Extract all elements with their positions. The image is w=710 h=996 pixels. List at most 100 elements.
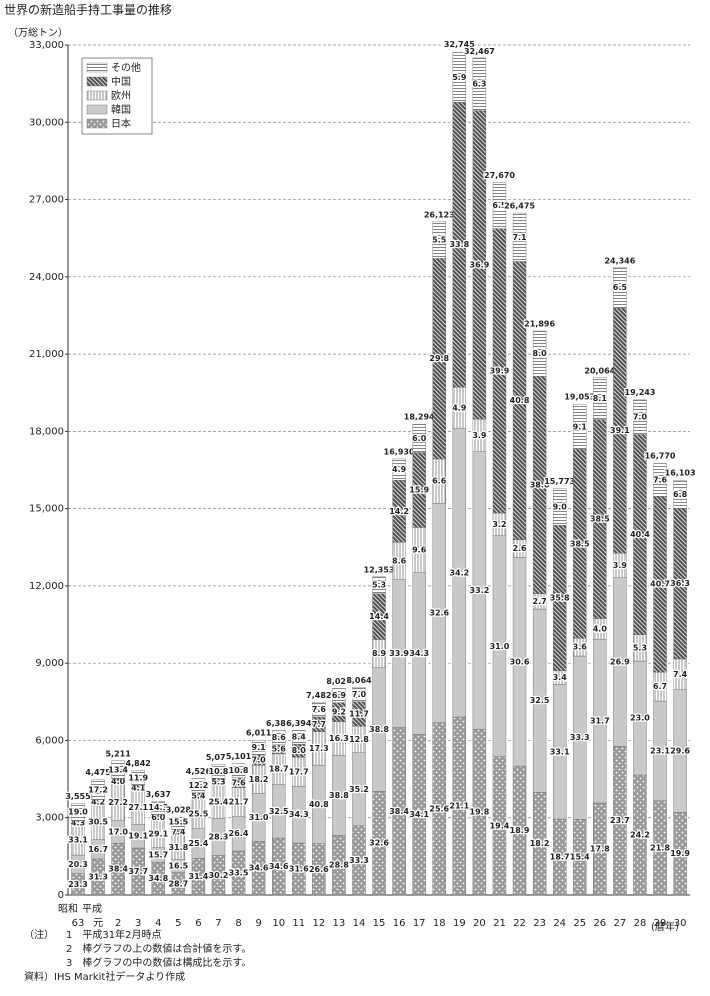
data-label: 7.7	[312, 720, 326, 729]
note: 1 平成31年2月時点	[66, 928, 161, 941]
data-label: 16.3	[329, 734, 349, 743]
data-label: 6.7	[653, 682, 667, 691]
data-label: 8.0	[533, 349, 548, 358]
data-label: 21.7	[229, 798, 249, 807]
x-tick-label: 元	[93, 918, 103, 929]
source: 資料）IHS Markit社データより作成	[24, 970, 185, 983]
bar-segment	[573, 404, 587, 450]
data-label: 5.6	[272, 745, 287, 754]
data-label: 6.3	[472, 80, 486, 89]
bar-segment	[352, 687, 366, 703]
data-label: 35.8	[550, 594, 570, 603]
bar-segment	[211, 764, 226, 779]
data-label: 3.9	[472, 431, 487, 440]
data-label: 18.2	[249, 775, 269, 784]
data-label: 39.1	[610, 426, 630, 435]
data-label: 9.6	[412, 546, 427, 555]
data-label: 38.4	[108, 865, 128, 874]
data-label: 5.4	[191, 791, 206, 800]
data-label: 21.1	[449, 802, 469, 811]
data-label: 3.4	[553, 673, 568, 682]
y-axis-label: （万総トン）	[8, 26, 68, 39]
data-label: 33.1	[550, 747, 570, 756]
x-tick-label: 23	[533, 918, 546, 929]
legend-swatch	[86, 62, 108, 73]
y-tick-label: 33,000	[29, 40, 64, 51]
x-tick-label: 4	[155, 918, 161, 929]
total-label: 6,394	[286, 719, 312, 728]
x-tick-label: 13	[333, 918, 346, 929]
data-label: 32.5	[530, 696, 550, 705]
data-label: 4.3	[71, 818, 85, 827]
data-label: 28.7	[168, 879, 188, 888]
data-label: 31.0	[490, 642, 510, 651]
data-label: 19.0	[68, 808, 88, 817]
data-label: 18.7	[550, 853, 570, 862]
data-label: 33.9	[389, 649, 409, 658]
data-label: 6.5	[613, 283, 628, 292]
total-label: 16,930	[384, 447, 415, 456]
bar-segment	[492, 182, 507, 229]
x-tick-label: 7	[215, 918, 221, 929]
data-label: 7.1	[512, 233, 527, 242]
x-tick-label: 10	[272, 918, 285, 929]
data-label: 6.6	[432, 477, 447, 486]
data-label: 4.9	[452, 403, 467, 412]
data-label: 38.4	[389, 807, 409, 816]
data-label: 18.9	[510, 826, 530, 835]
data-label: 10.8	[209, 767, 229, 776]
data-label: 3.9	[613, 561, 628, 570]
data-label: 34.6	[249, 864, 269, 873]
data-label: 9.1	[573, 423, 588, 432]
data-label: 7.6	[312, 705, 327, 714]
data-label: 34.2	[449, 568, 469, 577]
data-label: 34.6	[269, 862, 289, 871]
data-label: 7.0	[252, 755, 267, 764]
data-label: 33.3	[349, 856, 369, 865]
data-label: 29.6	[670, 747, 690, 756]
data-label: 3.6	[573, 643, 588, 652]
data-label: 21.8	[650, 843, 670, 852]
data-label: 38.5	[590, 515, 610, 524]
data-label: 9.0	[553, 503, 568, 512]
note: 3 棒グラフの中の数値は構成比を示す。	[66, 956, 251, 969]
data-label: 8.4	[292, 733, 307, 742]
data-label: 24.2	[630, 831, 650, 840]
x-tick-label: 11	[292, 918, 305, 929]
data-label: 38.6	[530, 480, 550, 489]
data-label: 28.8	[329, 861, 349, 870]
bar-segment	[472, 57, 487, 111]
data-label: 13.4	[108, 765, 128, 774]
data-label: 6.0	[151, 813, 166, 822]
bar-segment	[653, 463, 667, 497]
data-label: 34.3	[409, 649, 429, 658]
legend-swatch	[86, 76, 108, 87]
legend-label: 中国	[111, 75, 131, 88]
data-label: 25.4	[209, 797, 229, 806]
data-label: 29.1	[148, 830, 168, 839]
x-tick-label: 14	[353, 918, 366, 929]
total-label: 6,011	[246, 729, 272, 738]
bar-segment	[673, 480, 687, 509]
y-tick-label: 15,000	[29, 504, 64, 515]
data-label: 28.3	[209, 833, 229, 842]
y-tick-label: 21,000	[29, 349, 64, 360]
bar-segment	[452, 52, 467, 103]
data-label: 8.6	[392, 556, 407, 565]
total-label: 26,123	[424, 211, 455, 220]
x-tick-label: 25	[573, 918, 586, 929]
bar-segment	[312, 702, 326, 718]
data-label: 14.4	[369, 612, 389, 621]
data-label: 15.9	[409, 485, 429, 494]
total-label: 7,482	[306, 691, 331, 700]
data-label: 7.0	[633, 413, 648, 422]
data-label: 6.9	[332, 691, 347, 700]
x-tick-label: 8	[235, 918, 241, 929]
total-label: 4,475	[85, 768, 111, 777]
data-label: 27.1	[128, 803, 148, 812]
bar-segment	[412, 424, 426, 453]
x-tick-label: 20	[473, 918, 486, 929]
bar-segment	[111, 760, 125, 779]
bar-segment	[292, 730, 306, 745]
total-label: 18,294	[404, 412, 435, 421]
